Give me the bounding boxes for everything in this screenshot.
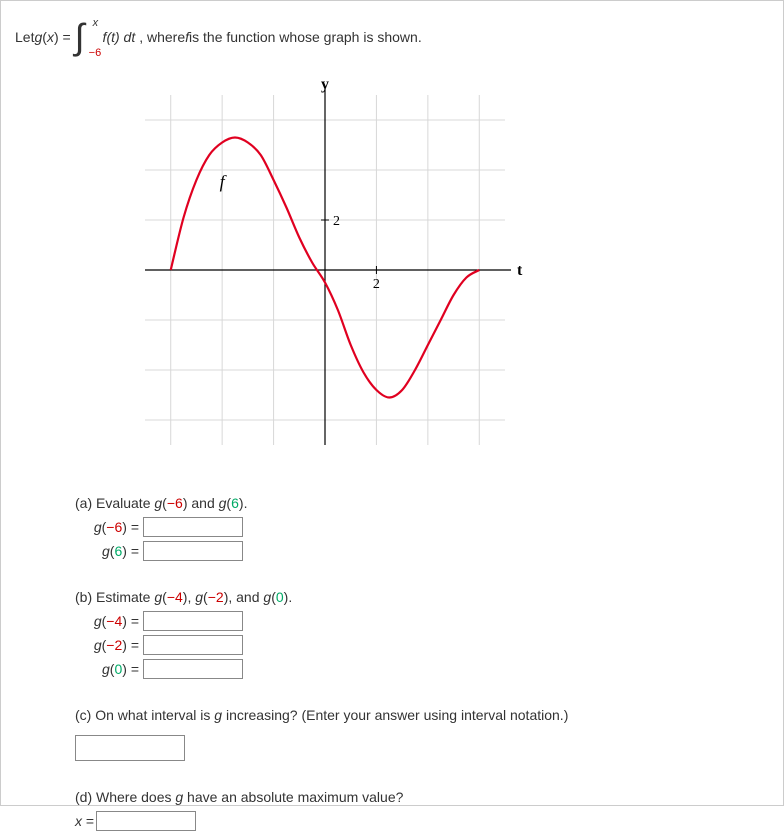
- pb-g2-arg: −2: [208, 589, 224, 605]
- part-d-row: x =: [75, 811, 769, 831]
- problem-statement: Let g ( x ) = ∫ x −6 f(t) dt , where f i…: [15, 19, 769, 55]
- stmt-prefix: Let: [15, 29, 34, 45]
- pa-g1: g: [154, 495, 162, 511]
- pa-g1-arg: −6: [167, 495, 183, 511]
- stmt-g: g: [34, 29, 42, 45]
- pb-g3: g: [263, 589, 271, 605]
- part-b-prompt: (b) Estimate g(−4), g(−2), and g(0).: [75, 589, 769, 605]
- part-b-input-0[interactable]: [143, 611, 243, 631]
- part-b-row-2: g(0) =: [75, 659, 769, 679]
- integral-expression: ∫ x −6 f(t) dt: [75, 19, 136, 55]
- pa-pre: (a) Evaluate: [75, 495, 154, 511]
- part-d: (d) Where does g have an absolute maximu…: [75, 789, 769, 831]
- pa-mid: and: [187, 495, 218, 511]
- part-a-row-0: g(−6) =: [75, 517, 769, 537]
- pd-pre: (d) Where does: [75, 789, 175, 805]
- pb-s2: , and: [228, 589, 263, 605]
- stmt-close: ) =: [54, 29, 71, 45]
- pd-post: have an absolute maximum value?: [183, 789, 403, 805]
- integral-upper-limit: x: [93, 17, 99, 29]
- pc-g: g: [214, 707, 222, 723]
- part-b-label-1: g(−2) =: [75, 637, 139, 653]
- svg-text:t: t: [517, 262, 523, 279]
- part-a: (a) Evaluate g(−6) and g(6). g(−6) = g(6)…: [75, 495, 769, 561]
- part-b-label-0: g(−4) =: [75, 613, 139, 629]
- pb-g1: g: [154, 589, 162, 605]
- pd-g: g: [175, 789, 183, 805]
- part-a-input-1[interactable]: [143, 541, 243, 561]
- part-c-input[interactable]: [75, 735, 185, 761]
- stmt-suffix1: , where: [139, 29, 185, 45]
- function-graph: 22ytf: [125, 75, 525, 465]
- stmt-x: x: [47, 29, 54, 45]
- integral-lower-limit: −6: [89, 47, 102, 59]
- questions: (a) Evaluate g(−6) and g(6). g(−6) = g(6)…: [75, 495, 769, 831]
- part-a-input-0[interactable]: [143, 517, 243, 537]
- part-b-input-1[interactable]: [143, 635, 243, 655]
- part-c: (c) On what interval is g increasing? (E…: [75, 707, 769, 761]
- part-b: (b) Estimate g(−4), g(−2), and g(0). g(−…: [75, 589, 769, 679]
- pd-eq: =: [82, 813, 94, 829]
- part-a-prompt: (a) Evaluate g(−6) and g(6).: [75, 495, 769, 511]
- pa-g2: g: [219, 495, 227, 511]
- svg-text:y: y: [321, 76, 329, 93]
- stmt-suffix2: is the function whose graph is shown.: [189, 29, 422, 45]
- part-a-label-0: g(−6) =: [75, 519, 139, 535]
- pa-post: .: [244, 495, 248, 511]
- part-c-prompt: (c) On what interval is g increasing? (E…: [75, 707, 769, 723]
- pb-g1-arg: −4: [167, 589, 183, 605]
- part-b-row-0: g(−4) =: [75, 611, 769, 631]
- graph-wrapper: 22ytf: [125, 75, 769, 465]
- integral-symbol: ∫: [75, 19, 85, 55]
- pd-x: x: [75, 813, 82, 829]
- part-b-input-2[interactable]: [143, 659, 243, 679]
- pc-post: increasing? (Enter your answer using int…: [222, 707, 568, 723]
- part-a-row-1: g(6) =: [75, 541, 769, 561]
- pa-g2-arg: 6: [231, 495, 239, 511]
- problem-container: Let g ( x ) = ∫ x −6 f(t) dt , where f i…: [0, 0, 784, 806]
- part-d-prompt: (d) Where does g have an absolute maximu…: [75, 789, 769, 805]
- pb-post: .: [288, 589, 292, 605]
- part-b-label-2: g(0) =: [75, 661, 139, 677]
- svg-text:2: 2: [333, 214, 340, 229]
- part-a-label-1: g(6) =: [75, 543, 139, 559]
- pb-g3-arg: 0: [276, 589, 284, 605]
- part-d-input[interactable]: [96, 811, 196, 831]
- svg-text:2: 2: [373, 277, 380, 292]
- integrand-rest: (t) dt: [106, 29, 135, 45]
- part-b-row-1: g(−2) =: [75, 635, 769, 655]
- pc-pre: (c) On what interval is: [75, 707, 214, 723]
- pb-g2: g: [195, 589, 203, 605]
- pb-pre: (b) Estimate: [75, 589, 154, 605]
